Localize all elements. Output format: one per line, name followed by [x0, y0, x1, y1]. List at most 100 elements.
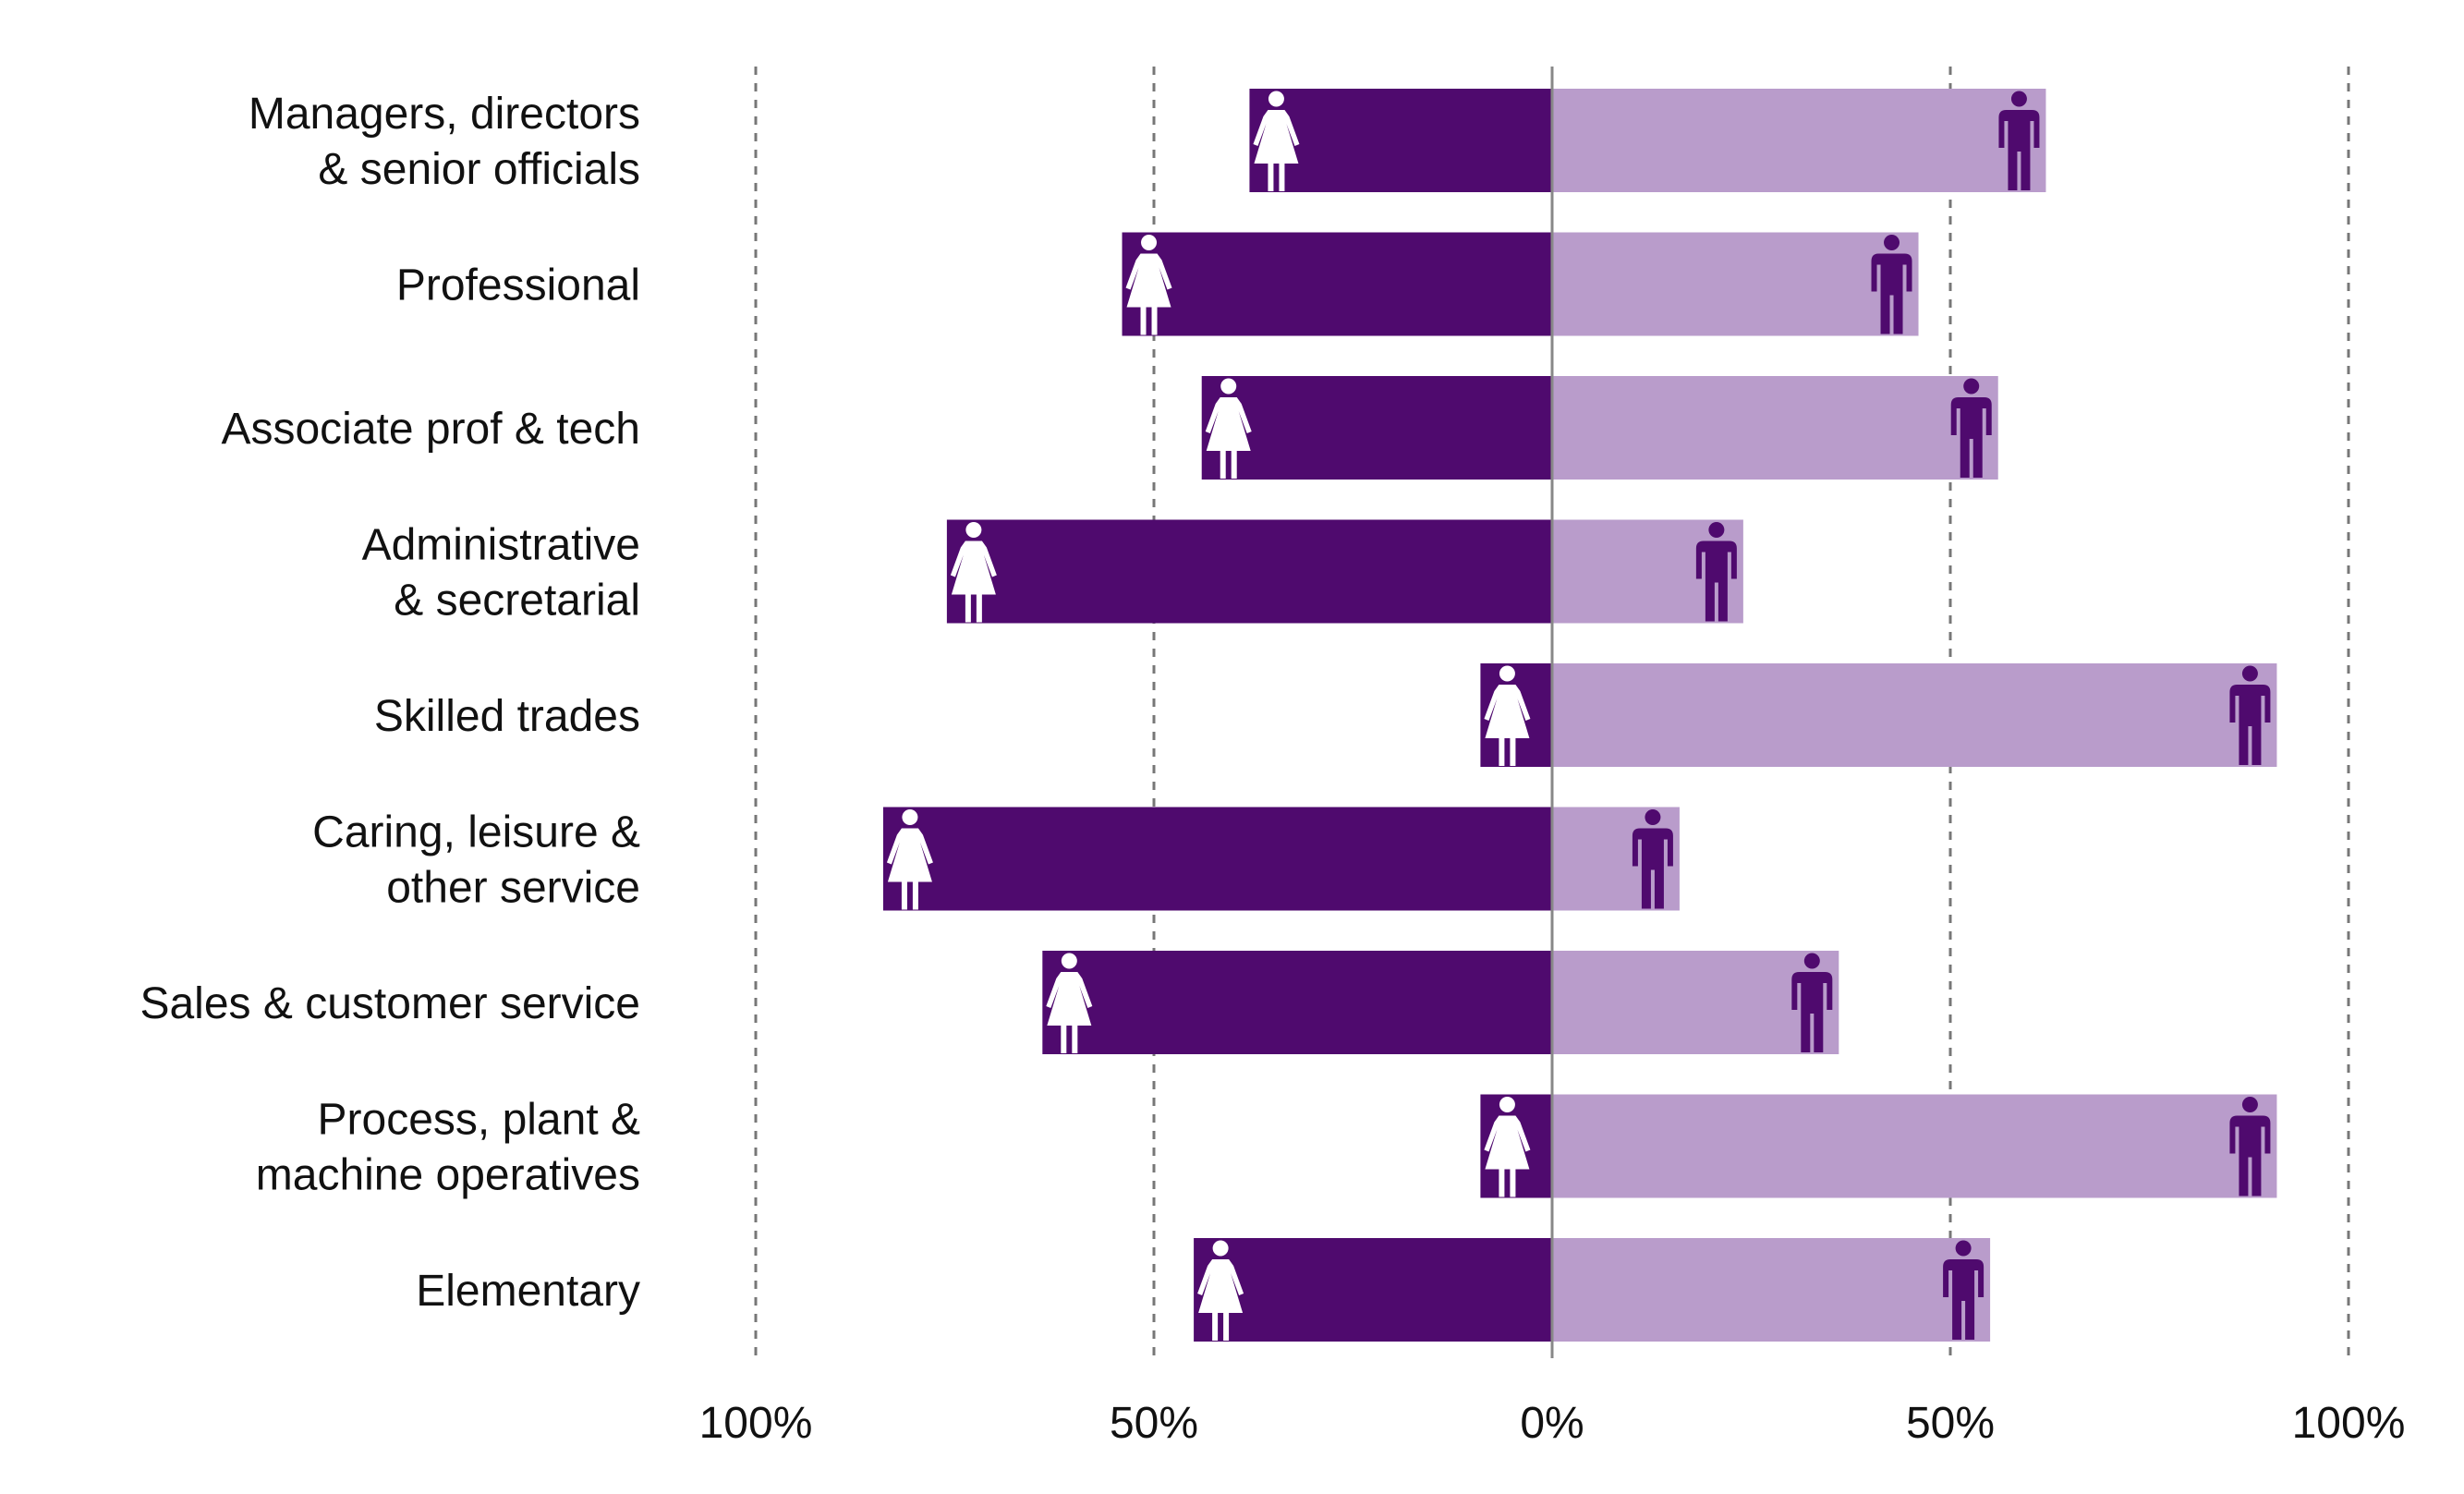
- man-icon-head: [1803, 953, 1820, 969]
- woman-icon-head: [1141, 235, 1158, 250]
- category-label: Managers, directors & senior officials: [249, 90, 640, 194]
- man-icon-head: [2241, 1097, 2258, 1112]
- category-label-line: Caring, leisure &: [312, 808, 640, 857]
- woman-icon-leg: [1061, 1025, 1067, 1053]
- woman-icon-head: [1499, 1097, 1515, 1112]
- woman-icon-head: [1061, 953, 1077, 969]
- category-label: Process, plant & machine operatives: [256, 1096, 640, 1200]
- woman-icon-body: [1125, 253, 1172, 308]
- category-label: Professional: [396, 261, 640, 310]
- man-icon-body: [1943, 1259, 1985, 1340]
- bar-row: [1480, 663, 2277, 767]
- category-label-line: machine operatives: [256, 1151, 640, 1200]
- category-label-line: & senior officials: [318, 145, 640, 194]
- woman-icon: [950, 522, 997, 623]
- bar-men: [1552, 1238, 1991, 1342]
- woman-icon: [1125, 235, 1172, 335]
- category-label-line: Professional: [396, 261, 640, 310]
- man-icon-head: [2010, 91, 2027, 107]
- bar-women: [946, 519, 1552, 624]
- woman-icon-leg: [901, 881, 907, 910]
- bar-women: [1194, 1238, 1552, 1342]
- woman-icon: [1205, 378, 1252, 479]
- woman-icon: [1484, 665, 1531, 766]
- x-tick-label: 50%: [1110, 1399, 1198, 1448]
- man-icon-head: [1645, 809, 1661, 825]
- bar-row: [1480, 1094, 2277, 1198]
- x-tick-label: 100%: [2292, 1399, 2406, 1448]
- man-icon: [2229, 665, 2271, 765]
- category-label: Administrative & secretarial: [362, 521, 640, 626]
- bar-women: [1201, 376, 1552, 480]
- woman-icon-leg: [1072, 1025, 1078, 1053]
- woman-icon-head: [1499, 665, 1515, 682]
- x-tick-label: 0%: [1520, 1399, 1584, 1448]
- woman-icon-leg: [1268, 163, 1274, 191]
- woman-icon-leg: [1223, 1312, 1230, 1341]
- category-label-line: Sales & customer service: [140, 979, 640, 1028]
- woman-icon-body: [1253, 110, 1300, 164]
- man-icon-body: [2229, 1115, 2271, 1196]
- man-icon: [2229, 1097, 2271, 1196]
- woman-icon-leg: [1212, 1312, 1219, 1341]
- man-icon-body: [1791, 972, 1833, 1052]
- man-icon: [1998, 91, 2040, 190]
- bars: [882, 89, 2277, 1342]
- bar-row: [1194, 1238, 1991, 1342]
- bar-men: [1552, 232, 1919, 336]
- bar-women: [1122, 232, 1552, 336]
- bar-men: [1552, 1094, 2277, 1198]
- man-icon-head: [1708, 522, 1725, 538]
- woman-icon-head: [1220, 378, 1237, 395]
- woman-icon-body: [1484, 1115, 1531, 1170]
- category-label-line: Skilled trades: [374, 692, 640, 741]
- man-icon: [1871, 235, 1912, 334]
- woman-icon-leg: [1220, 450, 1226, 479]
- woman-icon-leg: [1510, 1168, 1516, 1197]
- man-icon: [1695, 522, 1737, 622]
- woman-icon-body: [1484, 685, 1531, 738]
- bar-row: [1042, 951, 1839, 1054]
- woman-icon-body: [1205, 397, 1252, 451]
- bar-women: [1042, 951, 1552, 1054]
- bar-row: [1201, 376, 1998, 480]
- category-label: Elementary: [416, 1267, 640, 1316]
- bar-row: [1122, 232, 1919, 336]
- category-label-line: Elementary: [416, 1267, 640, 1316]
- woman-icon-leg: [965, 593, 971, 623]
- bar-men: [1552, 951, 1839, 1054]
- man-icon-body: [1998, 110, 2040, 190]
- man-icon: [1950, 378, 1992, 478]
- bar-women: [1249, 89, 1552, 192]
- woman-icon-body: [1197, 1259, 1244, 1313]
- woman-icon-leg: [1279, 163, 1285, 191]
- woman-icon: [886, 809, 933, 910]
- woman-icon-head: [965, 522, 982, 538]
- man-icon: [1791, 953, 1833, 1052]
- man-icon: [1632, 809, 1673, 909]
- woman-icon-leg: [1510, 737, 1516, 766]
- bar-men: [1552, 663, 2277, 767]
- woman-icon-body: [1046, 972, 1093, 1026]
- man-icon-head: [1884, 235, 1900, 250]
- category-label-line: other service: [386, 864, 640, 913]
- category-label-line: Process, plant &: [318, 1096, 641, 1145]
- woman-icon-head: [1268, 91, 1284, 107]
- bar-row: [946, 519, 1743, 624]
- woman-icon-leg: [912, 881, 918, 910]
- category-label: Associate prof & tech: [221, 405, 640, 454]
- category-label-line: Managers, directors: [249, 90, 640, 139]
- category-label: Caring, leisure & other service: [312, 808, 640, 913]
- category-label-line: Administrative: [362, 521, 640, 570]
- category-label: Skilled trades: [374, 692, 640, 741]
- woman-icon-body: [950, 541, 997, 595]
- woman-icon: [1484, 1097, 1531, 1197]
- woman-icon: [1046, 953, 1093, 1053]
- man-icon-body: [2229, 685, 2271, 765]
- man-icon-head: [1955, 1240, 1972, 1257]
- man-icon-head: [2241, 665, 2258, 682]
- bar-row: [1249, 89, 2046, 192]
- woman-icon-leg: [1499, 737, 1505, 766]
- bar-women: [882, 807, 1552, 911]
